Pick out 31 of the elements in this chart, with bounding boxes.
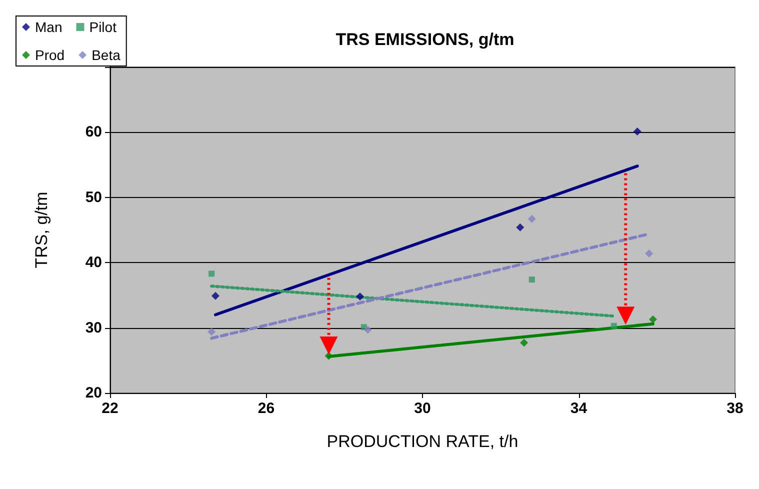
chart-title: TRS EMISSIONS, g/tm (336, 30, 514, 49)
x-tick-label: 38 (726, 400, 744, 417)
point (208, 270, 215, 277)
x-tick-label: 34 (570, 400, 588, 417)
y-tick-label: 20 (85, 384, 102, 402)
point (528, 214, 536, 223)
point (516, 223, 524, 232)
point (520, 338, 528, 347)
point (528, 276, 535, 283)
point (648, 315, 657, 324)
legend-label: Man (35, 19, 62, 35)
legend-label: Prod (35, 47, 65, 63)
legend-label: Pilot (89, 19, 117, 35)
x-tick-label: 26 (258, 400, 275, 417)
y-tick-label: 40 (85, 254, 102, 272)
x-tick-label: 30 (414, 400, 431, 417)
point (610, 322, 617, 329)
point (208, 328, 216, 336)
point (324, 352, 333, 360)
y-tick-label: 60 (85, 124, 102, 141)
x-tick-label: 22 (102, 400, 118, 417)
point (211, 292, 220, 300)
y-tick-label: 30 (85, 319, 102, 336)
legend-label: Beta (92, 47, 121, 63)
y-tick-label: 50 (85, 188, 102, 206)
point (645, 249, 654, 258)
y-axis-title: TRS, g/tm (32, 192, 51, 268)
point (364, 326, 372, 334)
point (633, 128, 642, 136)
point (356, 292, 364, 301)
x-axis-title: PRODUCTION RATE, t/h (326, 432, 518, 451)
